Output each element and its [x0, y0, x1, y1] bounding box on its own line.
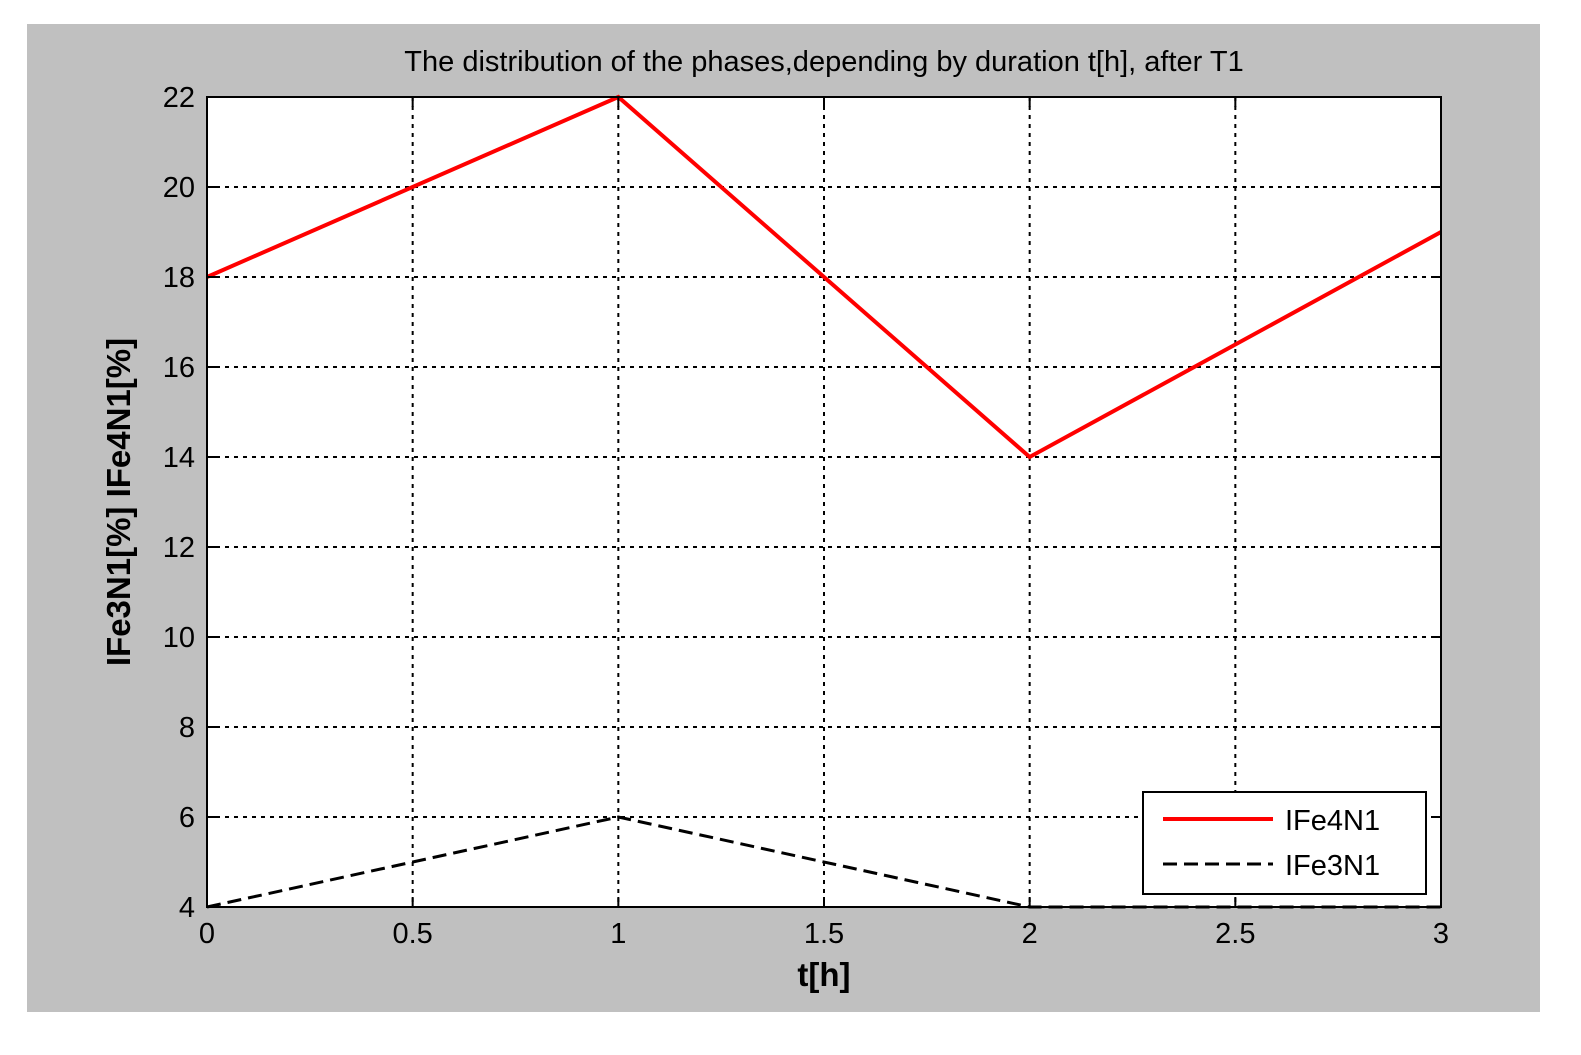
chart-title: The distribution of the phases,depending…: [404, 46, 1243, 78]
x-tick-label: 1.5: [804, 918, 844, 950]
y-tick-label: 22: [163, 82, 195, 114]
y-tick-label: 16: [163, 352, 195, 384]
y-tick-label: 6: [179, 802, 195, 834]
grid-lines: [207, 97, 1441, 907]
legend-label-ife4n1: IFe4N1: [1285, 805, 1380, 837]
x-tick-label: 2: [1022, 918, 1038, 950]
y-tick-label: 10: [163, 622, 195, 654]
y-tick-label: 14: [163, 442, 195, 474]
legend: IFe4N1 IFe3N1: [1142, 791, 1427, 895]
figure-background: 0 0.5 1 1.5 2 2.5 3 4 6 8 10 12 14 16 18 20 22 The distr…: [27, 24, 1540, 1012]
legend-label-ife3n1: IFe3N1: [1285, 850, 1380, 882]
series-layer: [206, 94, 1442, 909]
ticks-layer: 0 0.5 1 1.5 2 2.5 3 4 6 8 10 12 14 16 18 20 22: [163, 82, 1449, 950]
x-tick-label: 3: [1433, 918, 1449, 950]
x-tick-label: 1: [610, 918, 626, 950]
x-tick-label: 0: [199, 918, 215, 950]
line-chart: 0 0.5 1 1.5 2 2.5 3 4 6 8 10 12 14 16 18 20 22 The distr…: [100, 46, 1449, 993]
x-tick-label: 2.5: [1215, 918, 1255, 950]
series-line-ife4n1: [206, 94, 1442, 460]
x-tick-label: 0.5: [393, 918, 433, 950]
y-tick-label: 18: [163, 262, 195, 294]
y-tick-label: 12: [163, 532, 195, 564]
y-axis-label: IFe3N1[%] IFe4N1[%]: [100, 338, 137, 666]
y-tick-label: 20: [163, 172, 195, 204]
legend-box: [1142, 791, 1427, 895]
y-tick-label: 4: [179, 892, 195, 924]
series-line-ife3n1: [206, 815, 1441, 909]
y-tick-label: 8: [179, 712, 195, 744]
x-axis-label: t[h]: [797, 956, 850, 993]
